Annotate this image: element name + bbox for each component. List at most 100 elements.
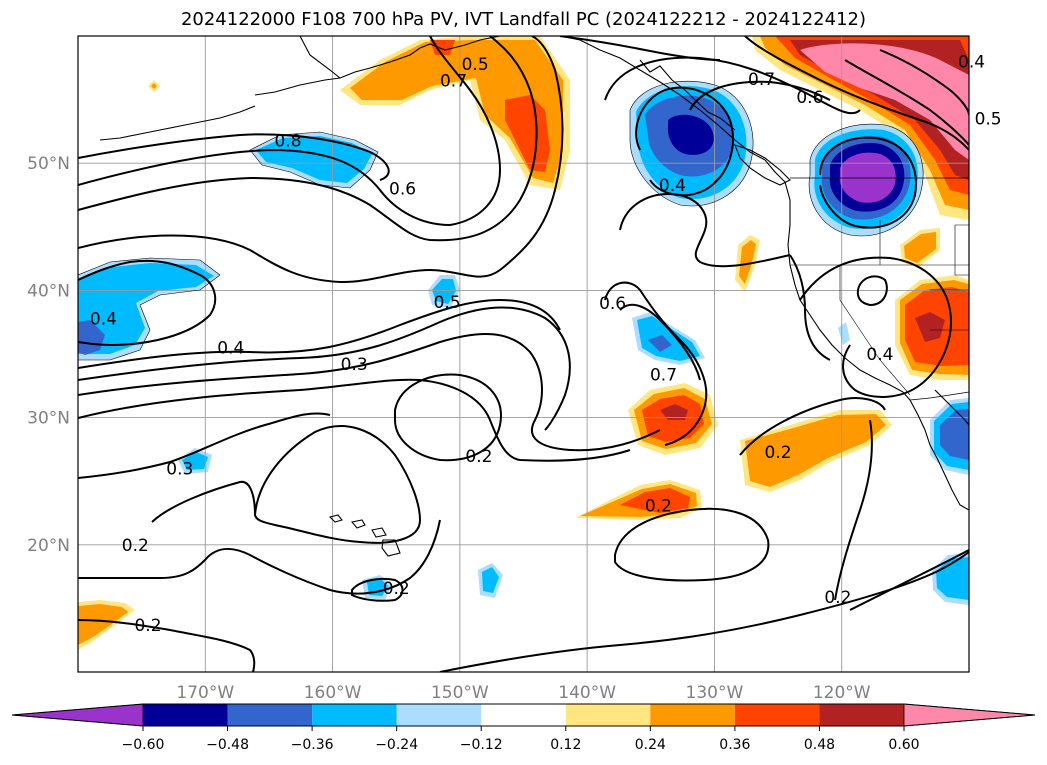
shade-small-orange: [151, 83, 157, 89]
contour-ca-coast: [789, 254, 831, 361]
contour-0.3-c: [151, 480, 256, 523]
lat-tick-label: 50°N: [27, 154, 70, 174]
lon-tick-label: 170°W: [176, 683, 234, 703]
shade-positive-sw-orange: [78, 604, 128, 645]
contour-label: 0.7: [650, 365, 677, 385]
colorbar-tick-label: 0.60: [888, 737, 919, 753]
contour-label: 0.4: [217, 339, 244, 359]
shade-negative-bc-navy: [668, 114, 714, 155]
outline-wa: [808, 123, 924, 237]
coast-bc-islands: [639, 59, 736, 131]
colorbar-tick-label: 0.12: [550, 737, 581, 753]
contour-0.2-sw: [78, 619, 256, 672]
coast-mainland-mexico: [934, 389, 969, 426]
contour-0.3-a: [78, 333, 661, 452]
coast-vancouver-is: [734, 144, 791, 186]
shade-positive-ne-pink: [800, 43, 969, 160]
shade-positive-128w-orange: [739, 240, 756, 284]
contour-east-low: [849, 549, 969, 611]
contour-0.2-se: [614, 507, 770, 582]
contour-0.2-eddy: [394, 373, 502, 462]
contour-0.7-ne: [689, 80, 831, 111]
contour-0.6-e: [604, 281, 708, 446]
colorbar-extend-min: [11, 703, 144, 727]
contour-0.4-b: [78, 298, 561, 369]
shade-negative-small-2c: [482, 567, 499, 593]
map-title: 2024122000 F108 700 hPa PV, IVT Landfall…: [180, 9, 867, 30]
contour-label: 0.2: [383, 579, 410, 599]
colorbar-tick-label: −0.12: [460, 737, 503, 753]
shade-negative-small-1c: [182, 452, 208, 470]
colorbar-segment: [227, 704, 313, 726]
coast-hawaii-1: [328, 514, 343, 523]
lon-tick-label: 130°W: [686, 683, 744, 703]
lon-tick-label: 120°W: [813, 683, 871, 703]
coast-hawaii-4: [381, 539, 401, 557]
contour-0.4-c: [78, 378, 631, 462]
shade-positive-goa-red2: [430, 40, 455, 55]
longitude-labels: 170°W 160°W 150°W 140°W 130°W 120°W: [176, 683, 870, 703]
contour-0.2-w: [78, 519, 441, 595]
contour-label: 0.6: [389, 180, 416, 200]
contour-label: 0.3: [166, 459, 193, 479]
coast-aleutians: [99, 105, 256, 141]
coast-hawaii-2: [350, 519, 366, 529]
colorbar-tick-label: −0.48: [206, 737, 249, 753]
colorbar-tick-label: 0.48: [804, 737, 835, 753]
lon-tick-label: 140°W: [558, 683, 616, 703]
shade-negative-west-cyan: [78, 263, 214, 354]
contour-label: 0.7: [440, 72, 467, 92]
contour-0.4-e: [619, 193, 791, 268]
contour-label: 0.2: [645, 496, 672, 516]
colorbar-segment: [650, 704, 735, 726]
contour-label: 0.5: [975, 110, 1002, 130]
lon-tick-label: 150°W: [431, 683, 489, 703]
contour-label: 0.6: [599, 294, 626, 314]
lat-tick-label: 30°N: [27, 409, 70, 429]
colorbar-extend-max: [903, 703, 1036, 727]
colorbar-segment: [143, 704, 228, 726]
latitude-labels: 20°N 30°N 40°N 50°N: [27, 154, 70, 556]
contour-label: 0.4: [866, 345, 893, 365]
colorbar: −0.60 −0.48 −0.36 −0.24 −0.12 0.12 0.24 0.36 0.4…: [11, 703, 1036, 753]
contour-label: 0.4: [90, 309, 117, 329]
contour-bc-ring: [635, 86, 734, 197]
contour-wa-ring: [819, 136, 917, 229]
contour-label: 0.3: [341, 355, 368, 375]
shade-positive-133w-darkred: [660, 404, 688, 420]
colorbar-tick-label: −0.24: [375, 737, 418, 753]
pv-contours: [78, 36, 969, 672]
colorbar-tick-label: −0.36: [291, 737, 334, 753]
shade-negative-150w-cyan: [432, 279, 456, 304]
contour-label: 0.5: [434, 293, 461, 313]
border-us-mexico: [909, 391, 969, 401]
shade-positive-126w-orange: [745, 414, 886, 487]
contour-southeast: [834, 419, 873, 601]
shade-positive-calif-darkred: [915, 312, 945, 342]
contour-0.6: [78, 36, 538, 242]
contour-east-2: [844, 59, 969, 146]
contour-labels: 0.80.70.60.50.70.60.40.50.40.5 0.60.40.40…: [90, 52, 1002, 635]
lon-tick-label: 160°W: [304, 683, 362, 703]
contour-east-3: [879, 49, 969, 116]
colorbar-segment: [481, 704, 566, 726]
contour-calif: [799, 256, 952, 398]
contour-label: 0.5: [462, 55, 489, 75]
contour-label: 0.2: [122, 536, 149, 556]
contour-0.5-w: [78, 36, 564, 284]
border-states-4: [954, 224, 969, 276]
contour-calif-small: [856, 275, 888, 307]
contour-0.4-a: [78, 259, 217, 347]
contour-0.3-b: [253, 425, 422, 544]
coast-alaska: [299, 36, 501, 79]
contour-label: 0.2: [465, 447, 492, 467]
contour-east-big: [744, 36, 969, 151]
pv-shading-layer: [78, 36, 969, 650]
contour-0.2-big: [78, 412, 331, 479]
contour-0.7-e: [619, 303, 701, 381]
colorbar-tick-label: 0.36: [719, 737, 750, 753]
shade-negative-135w-blue: [648, 335, 672, 352]
colorbar-segment: [819, 704, 904, 726]
